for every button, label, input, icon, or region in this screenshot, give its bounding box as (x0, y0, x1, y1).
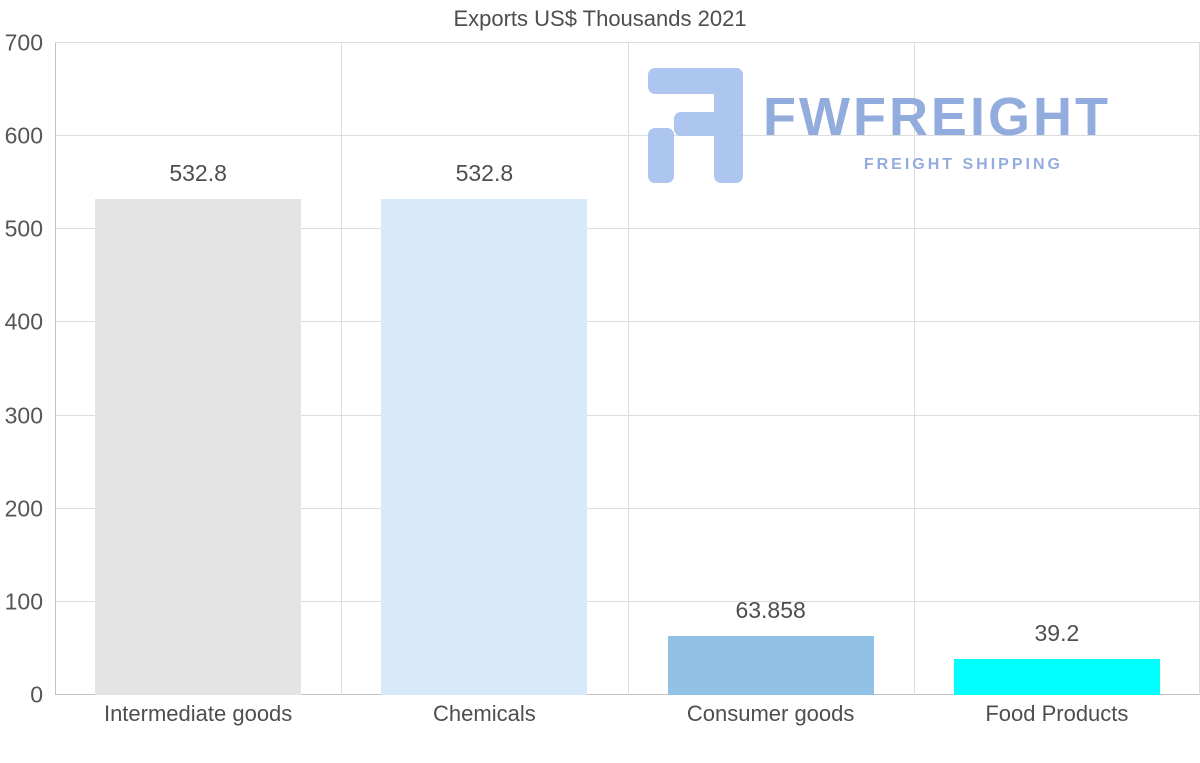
x-tick-label-food-products: Food Products (985, 701, 1129, 726)
v-gridline-3 (913, 43, 915, 695)
category-band-intermediate-goods: 532.8 (55, 43, 341, 695)
y-tick-label-500: 500 (4, 215, 43, 242)
y-tick-label-100: 100 (4, 588, 43, 615)
bar-intermediate-goods (95, 198, 302, 695)
y-axis: 0 100 200 300 400 500 600 700 (0, 31, 55, 706)
y-tick-label-0: 0 (30, 681, 43, 708)
bar-value-label-intermediate-goods: 532.8 (169, 159, 227, 186)
bar-consumer-goods (667, 635, 874, 695)
y-tick-label-400: 400 (4, 308, 43, 335)
v-gridline-1 (341, 43, 343, 695)
category-band-food-products: 39.2 (914, 43, 1200, 695)
category-band-consumer-goods: 63.858 (628, 43, 914, 695)
bar-value-label-chemicals: 532.8 (455, 159, 514, 186)
y-tick-label-600: 600 (4, 122, 43, 149)
x-axis: Intermediate goods Chemicals Consumer good… (55, 701, 1200, 727)
bar-value-label-food-products: 39.2 (1034, 619, 1080, 646)
plot-area: 532.8 532.8 63.858 39.2 (55, 42, 1200, 695)
chart-title: Exports US$ Thousands 2021 (453, 6, 747, 31)
bar-value-label-consumer-goods: 63.858 (735, 596, 806, 623)
y-axis-line (55, 43, 56, 695)
category-band-chemicals: 532.8 (341, 43, 627, 695)
v-gridline-2 (627, 43, 629, 695)
bar-food-products (953, 658, 1160, 695)
y-tick-label-200: 200 (4, 495, 43, 522)
bar-chemicals (381, 198, 588, 695)
x-tick-label-chemicals: Chemicals (433, 701, 536, 726)
y-tick-label-300: 300 (4, 402, 43, 429)
x-tick-label-intermediate-goods: Intermediate goods (103, 701, 293, 726)
x-tick-label-consumer-goods: Consumer goods (686, 701, 855, 726)
h-gridline-700 (55, 42, 1200, 43)
y-tick-label-700: 700 (4, 29, 43, 56)
